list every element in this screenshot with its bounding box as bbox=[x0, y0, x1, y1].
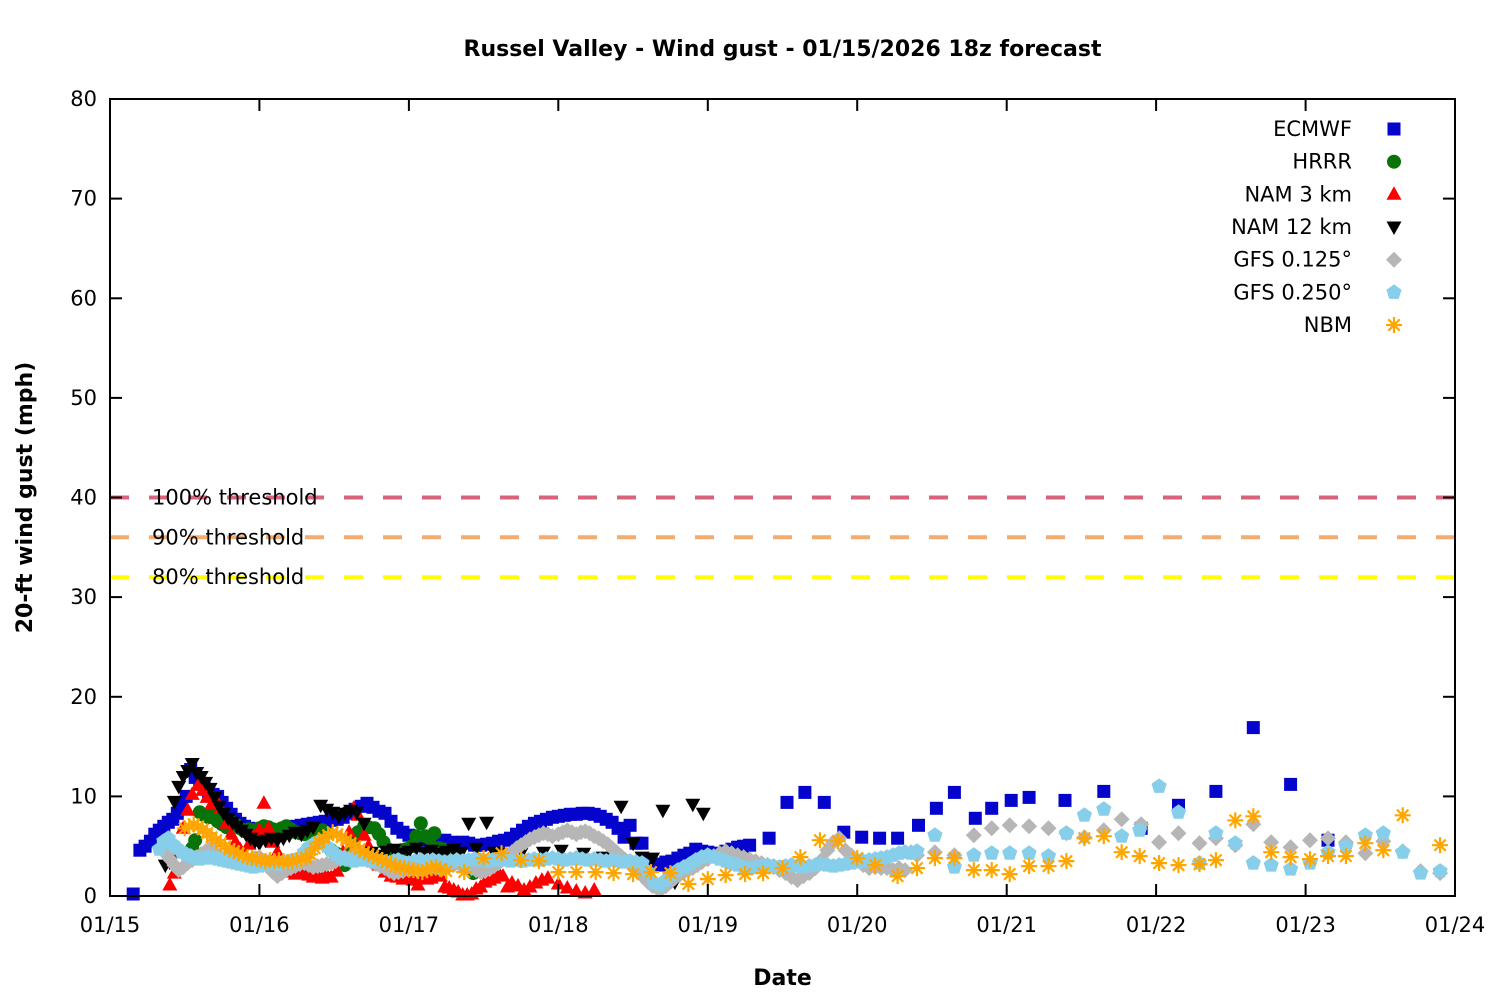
legend-label-ecmwf: ECMWF bbox=[1273, 117, 1352, 141]
y-tick-label: 80 bbox=[70, 87, 97, 111]
y-tick-label: 50 bbox=[70, 386, 97, 410]
legend: ECMWF HRRR NAM 3 km NAM 12 km GFS 0.125° GFS … bbox=[1231, 117, 1402, 337]
y-tick-label: 70 bbox=[70, 187, 97, 211]
legend-item-hrrr: HRRR bbox=[1292, 150, 1401, 174]
y-tick-label: 10 bbox=[70, 784, 97, 808]
legend-label-nam-12-km: NAM 12 km bbox=[1231, 215, 1352, 239]
x-tick-label: 01/15 bbox=[80, 913, 141, 937]
y-axis-label: 20-ft wind gust (mph) bbox=[13, 362, 38, 634]
x-tick-label: 01/20 bbox=[827, 913, 888, 937]
chart-title: Russel Valley - Wind gust - 01/15/2026 1… bbox=[464, 37, 1102, 62]
series-nbm bbox=[176, 807, 1449, 892]
x-tick-label: 01/19 bbox=[678, 913, 739, 937]
legend-item-nam-3-km: NAM 3 km bbox=[1244, 182, 1402, 206]
x-tick-label: 01/24 bbox=[1425, 913, 1486, 937]
y-tick-label: 20 bbox=[70, 685, 97, 709]
x-tick-label: 01/17 bbox=[379, 913, 440, 937]
legend-item-gfs-0-125: GFS 0.125° bbox=[1233, 248, 1402, 272]
legend-item-gfs-0-250: GFS 0.250° bbox=[1233, 280, 1402, 304]
x-tick-label: 01/16 bbox=[229, 913, 290, 937]
legend-label-nam-3-km: NAM 3 km bbox=[1244, 182, 1352, 206]
x-axis-label: Date bbox=[753, 966, 812, 991]
legend-item-nbm: NBM bbox=[1304, 313, 1402, 337]
y-tick-label: 60 bbox=[70, 286, 97, 310]
x-tick-label: 01/21 bbox=[976, 913, 1037, 937]
x-axis: 01/15 01/16 01/17 01/18 01/19 01/20 01/21 01/22… bbox=[80, 99, 1486, 937]
legend-label-nbm: NBM bbox=[1304, 313, 1352, 337]
legend-item-nam-12-km: NAM 12 km bbox=[1231, 215, 1402, 239]
legend-label-gfs-0-125: GFS 0.125° bbox=[1233, 248, 1352, 272]
threshold-label-90-threshold: 90% threshold bbox=[152, 525, 304, 549]
threshold-label-100-threshold: 100% threshold bbox=[152, 486, 318, 510]
threshold-80-threshold: 80% threshold bbox=[110, 565, 1455, 589]
threshold-90-threshold: 90% threshold bbox=[110, 525, 1455, 549]
y-tick-label: 0 bbox=[84, 884, 97, 908]
x-tick-label: 01/18 bbox=[528, 913, 589, 937]
legend-item-ecmwf: ECMWF bbox=[1273, 117, 1401, 141]
x-tick-label: 01/23 bbox=[1275, 913, 1336, 937]
y-tick-label: 40 bbox=[70, 486, 97, 510]
threshold-100-threshold: 100% threshold bbox=[110, 486, 1455, 510]
y-axis: 0 10 20 30 40 50 60 70 80 bbox=[70, 87, 1455, 908]
legend-label-gfs-0-250: GFS 0.250° bbox=[1233, 280, 1352, 304]
legend-label-hrrr: HRRR bbox=[1292, 150, 1352, 174]
threshold-label-80-threshold: 80% threshold bbox=[152, 565, 304, 589]
x-tick-label: 01/22 bbox=[1126, 913, 1187, 937]
y-tick-label: 30 bbox=[70, 585, 97, 609]
